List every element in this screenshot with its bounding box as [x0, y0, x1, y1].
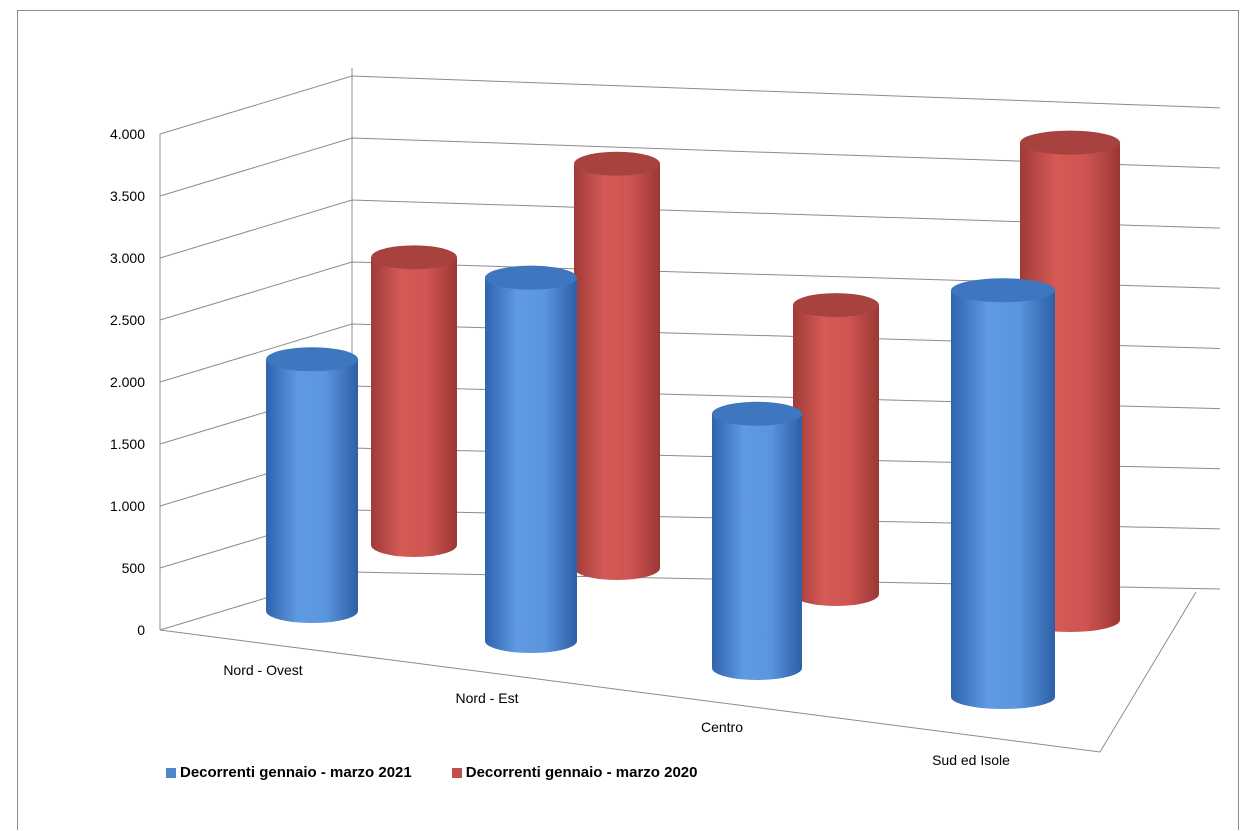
bar-2020-3-top: [1020, 130, 1120, 155]
bar-2020-0-body: [371, 257, 457, 557]
y-tick-label: 4.000: [110, 126, 145, 142]
bar-2020-2-top: [793, 293, 879, 318]
y-tick-label: 2.000: [110, 374, 145, 390]
bar-2021-3: [951, 278, 1055, 709]
gridline: [159, 75, 1221, 135]
bar-2020-2-body: [793, 305, 879, 606]
legend-swatch-2020: [451, 767, 462, 778]
chart-frame: [17, 10, 1239, 830]
bar-2021-2: [712, 401, 802, 680]
legend-swatch-2021: [166, 767, 176, 778]
bar-2021-1-top: [485, 265, 577, 290]
legend: Decorrenti gennaio - marzo 2021 Decorren…: [166, 764, 738, 781]
y-tick-label: 1.500: [110, 436, 145, 452]
y-tick-label: 500: [122, 560, 146, 576]
bar-2020-1-top: [574, 151, 660, 176]
bar-2021-2-body: [712, 413, 802, 680]
bar-2020-2: [793, 293, 879, 606]
bar-2020-1: [574, 151, 660, 580]
y-tick-label: 2.500: [110, 312, 145, 328]
bar-2021-3-top: [951, 278, 1055, 303]
floor-edge: [159, 591, 1197, 753]
bar-2020-0: [371, 245, 457, 557]
x-category-label: Nord - Est: [455, 690, 518, 706]
y-axis-ticks: 0 500 1.000 1.500 2.000 2.500 3.000 3.500 4.000: [110, 126, 145, 638]
bar-2020-1-body: [574, 163, 660, 580]
y-tick-label: 3.500: [110, 188, 145, 204]
legend-label-2021: Decorrenti gennaio - marzo 2021: [180, 764, 412, 781]
bar-2021-3-body: [951, 290, 1055, 709]
bar-2021-0-top: [266, 347, 358, 372]
bar-2021-2-top: [712, 401, 802, 426]
bars: [266, 130, 1120, 709]
bar-2021-1: [485, 265, 577, 653]
y-tick-label: 0: [137, 622, 145, 638]
legend-item-2021: Decorrenti gennaio - marzo 2021: [166, 764, 412, 781]
legend-label-2020: Decorrenti gennaio - marzo 2020: [465, 764, 698, 781]
bar-2020-0-top: [371, 245, 457, 270]
x-category-label: Sud ed Isole: [932, 752, 1010, 768]
x-category-label: Centro: [701, 719, 743, 735]
bar-2021-0: [266, 347, 358, 623]
y-tick-label: 1.000: [110, 498, 145, 514]
y-tick-label: 3.000: [110, 250, 145, 266]
bar-2021-0-body: [266, 359, 358, 623]
bar-2021-1-body: [485, 277, 577, 653]
x-category-label: Nord - Ovest: [223, 662, 302, 678]
legend-item-2020: Decorrenti gennaio - marzo 2020: [451, 764, 698, 781]
x-axis-categories: Nord - Ovest Nord - Est Centro Sud ed Isole: [223, 662, 1010, 768]
